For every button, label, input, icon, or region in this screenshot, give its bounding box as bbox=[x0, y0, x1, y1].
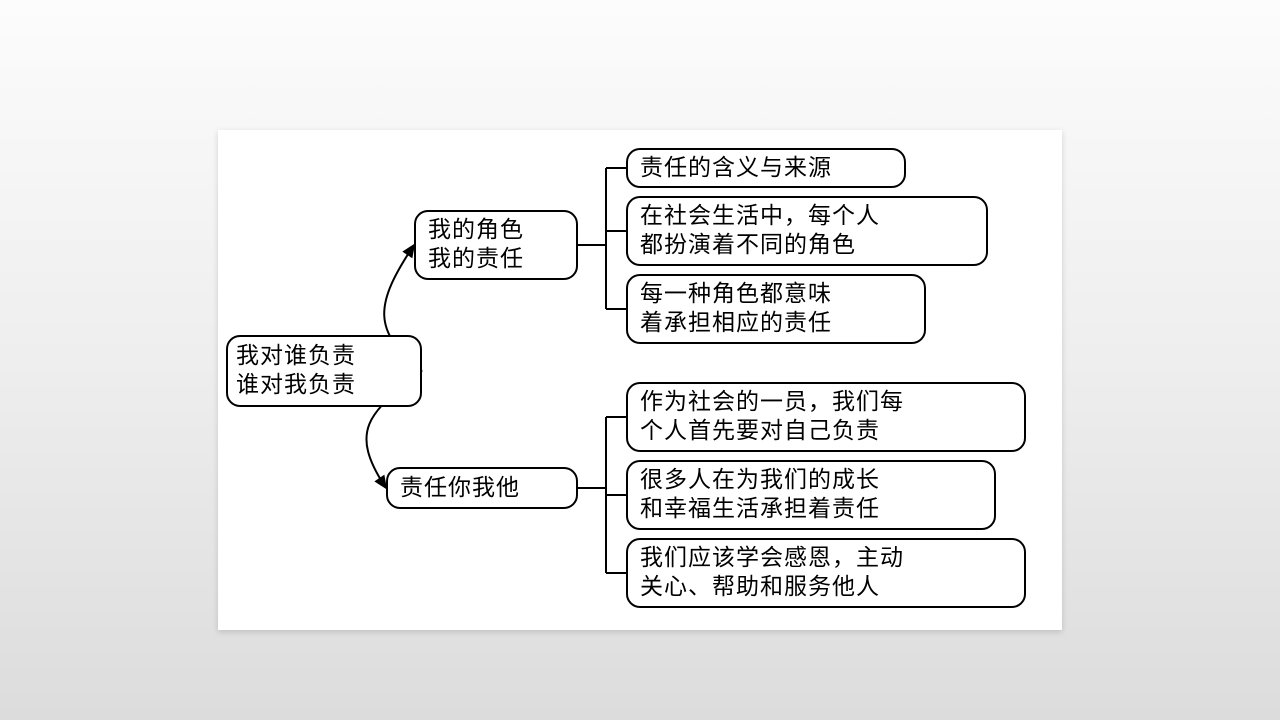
node-c4: 作为社会的一员，我们每 个人首先要对自己负责 bbox=[626, 382, 1026, 452]
node-root: 我对谁负责 谁对我负责 bbox=[226, 335, 422, 407]
node-c1: 责任的含义与来源 bbox=[626, 148, 906, 188]
node-c6: 我们应该学会感恩，主动 关心、帮助和服务他人 bbox=[626, 538, 1026, 608]
node-b1: 我的角色 我的责任 bbox=[414, 210, 578, 280]
node-c3: 每一种角色都意味 着承担相应的责任 bbox=[626, 274, 926, 344]
node-b2: 责任你我他 bbox=[386, 467, 578, 509]
node-c5: 很多人在为我们的成长 和幸福生活承担着责任 bbox=[626, 460, 996, 530]
node-c2: 在社会生活中，每个人 都扮演着不同的角色 bbox=[626, 196, 988, 266]
diagram-slide: 我对谁负责 谁对我负责 我的角色 我的责任 责任你我他 责任的含义与来源 在社会… bbox=[218, 130, 1062, 630]
